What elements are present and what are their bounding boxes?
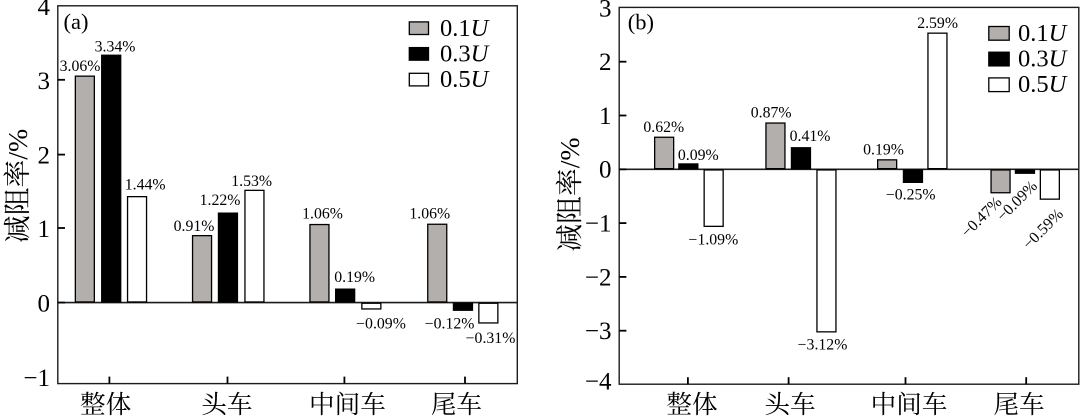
svg-text:1: 1 xyxy=(38,216,51,243)
svg-text:0.3U: 0.3U xyxy=(1018,46,1069,73)
svg-text:(b): (b) xyxy=(628,9,654,34)
svg-text:1.06%: 1.06% xyxy=(302,206,343,223)
svg-text:3: 3 xyxy=(599,0,612,22)
svg-text:−0.09%: −0.09% xyxy=(356,315,406,332)
svg-text:−1: −1 xyxy=(585,211,612,238)
svg-text:0.1U: 0.1U xyxy=(440,15,491,42)
svg-text:2: 2 xyxy=(599,49,612,76)
svg-text:1.06%: 1.06% xyxy=(409,206,450,223)
svg-text:−4: −4 xyxy=(585,368,612,395)
svg-text:−3.12%: −3.12% xyxy=(798,336,848,353)
svg-text:0.09%: 0.09% xyxy=(678,147,719,164)
svg-text:0.5U: 0.5U xyxy=(440,66,491,93)
svg-text:3: 3 xyxy=(38,68,51,95)
svg-text:1: 1 xyxy=(599,103,612,130)
svg-text:0.19%: 0.19% xyxy=(863,142,904,159)
svg-text:−0.12%: −0.12% xyxy=(425,315,475,332)
svg-text:3.06%: 3.06% xyxy=(60,58,101,75)
svg-text:1.22%: 1.22% xyxy=(200,192,241,209)
svg-text:4: 4 xyxy=(38,0,51,21)
svg-text:/%: /% xyxy=(3,129,34,160)
svg-text:0.87%: 0.87% xyxy=(751,105,792,122)
svg-text:0.19%: 0.19% xyxy=(334,269,375,286)
svg-text:2: 2 xyxy=(38,143,51,170)
svg-text:−2: −2 xyxy=(585,264,612,291)
svg-text:−1.09%: −1.09% xyxy=(689,232,739,249)
svg-text:1.53%: 1.53% xyxy=(231,173,272,190)
svg-text:3.34%: 3.34% xyxy=(95,39,136,56)
svg-text:/%: /% xyxy=(555,137,586,168)
svg-text:−0.25%: −0.25% xyxy=(886,186,936,203)
svg-text:0.41%: 0.41% xyxy=(790,128,831,145)
svg-text:0.1U: 0.1U xyxy=(1018,20,1069,47)
svg-text:0.62%: 0.62% xyxy=(643,119,684,136)
svg-text:(a): (a) xyxy=(64,9,89,34)
svg-text:0.5U: 0.5U xyxy=(1018,71,1069,98)
svg-text:0.91%: 0.91% xyxy=(174,218,215,235)
svg-text:1.44%: 1.44% xyxy=(125,177,166,194)
svg-text:0: 0 xyxy=(38,291,51,318)
svg-text:−0.31%: −0.31% xyxy=(466,330,516,347)
svg-text:−1: −1 xyxy=(23,365,50,392)
svg-text:0: 0 xyxy=(599,157,612,184)
svg-text:−3: −3 xyxy=(585,318,612,345)
svg-text:0.3U: 0.3U xyxy=(440,41,491,68)
svg-text:2.59%: 2.59% xyxy=(917,15,958,32)
